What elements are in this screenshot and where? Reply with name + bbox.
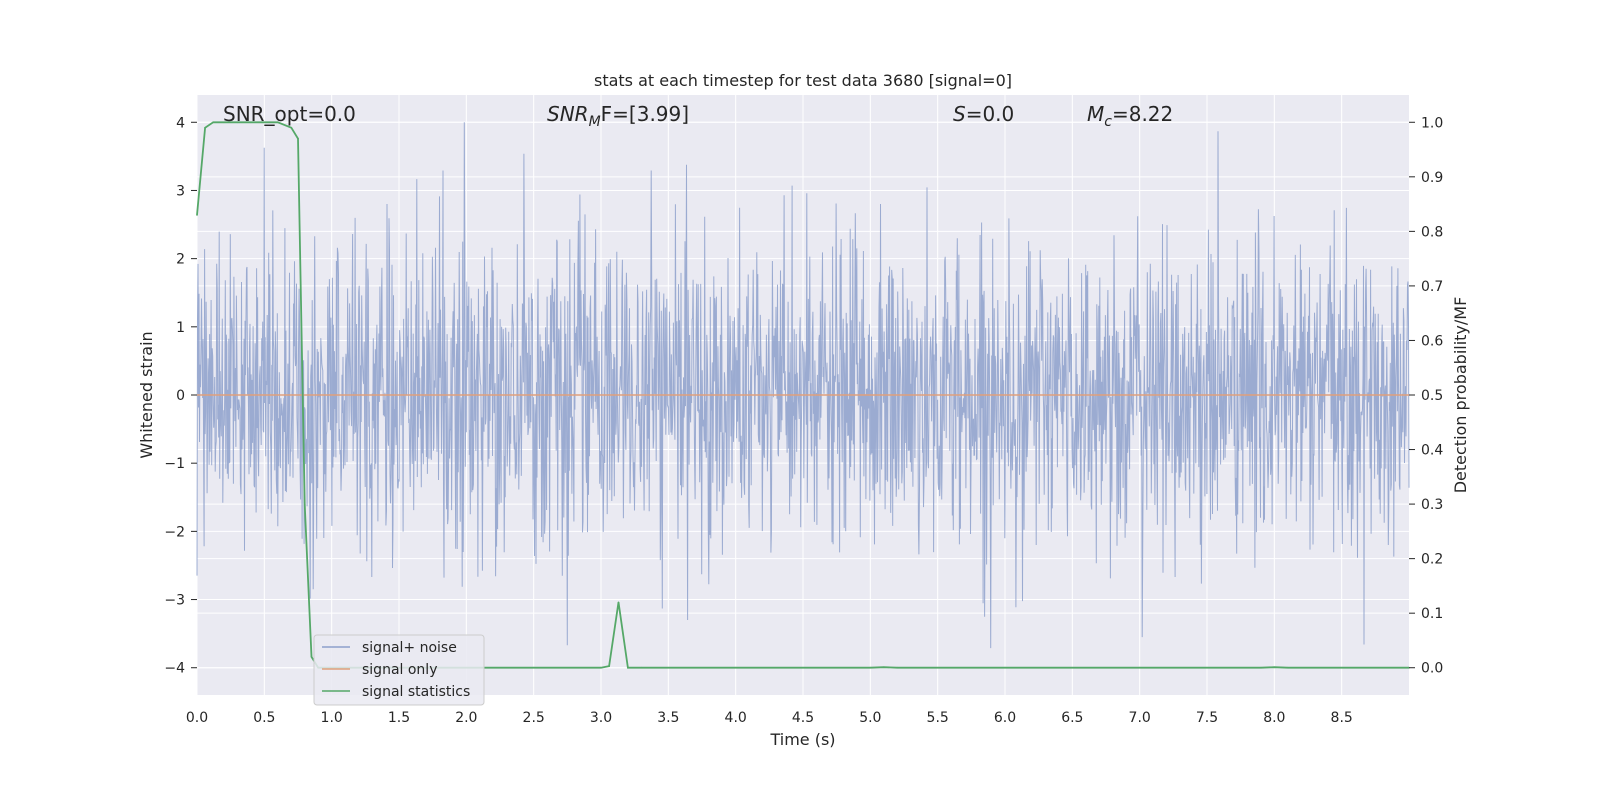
signal-statistics-point [600, 666, 602, 669]
signal-statistics-point [640, 666, 643, 669]
x-tick-label: 6.0 [994, 710, 1016, 726]
x-tick-label: 8.5 [1331, 710, 1353, 726]
series-signal-plus-noise [196, 122, 1410, 649]
y-tick-label: −2 [164, 524, 185, 540]
legend-box [313, 634, 485, 706]
signal-statistics-point [236, 121, 239, 124]
annotation-snr-opt: SNR_opt=0.0 [223, 102, 356, 126]
signal-statistics-point [1273, 666, 1276, 668]
x-tick-label: 0.5 [253, 710, 275, 726]
signal-statistics-point [290, 126, 293, 129]
annotation-mc-main: M [1087, 102, 1104, 126]
x-tick-label: 1.0 [321, 710, 343, 726]
y2-tick-label: 0.0 [1421, 661, 1443, 677]
y-tick-label: −4 [164, 661, 185, 677]
signal-statistics-point [204, 126, 206, 129]
y2-tick-label: 0.6 [1421, 333, 1443, 349]
signal-statistics-point [297, 137, 299, 140]
x-tick-label: 4.0 [725, 710, 747, 726]
x-tick-label: 2.0 [455, 710, 477, 726]
y2-tick-label: 0.1 [1421, 606, 1443, 622]
y-tick-label: 4 [176, 115, 185, 131]
x-tick-label: 3.0 [590, 710, 612, 726]
x-tick-label: 6.5 [1061, 710, 1083, 726]
signal-statistics-point [310, 656, 313, 658]
signal-statistics-point [532, 666, 535, 669]
y-axis-title: Whitened strain [137, 331, 156, 458]
signal-statistics-point [250, 121, 252, 124]
y2-tick-label: 0.2 [1421, 552, 1443, 568]
signal-statistics-point [223, 121, 225, 124]
annotation-mc: Mc=8.22 [1087, 102, 1173, 130]
series-signal-statistics [196, 121, 1410, 669]
x-axis-title: Time (s) [769, 730, 835, 749]
signal-plus-noise-line [196, 122, 1410, 649]
legend-label-signal-only: signal only [362, 662, 437, 678]
annotation-s: S=0.0 [953, 102, 1014, 126]
x-tick-label: 4.5 [792, 710, 814, 726]
y-tick-label: 2 [176, 252, 185, 268]
annotation-snr-mf-sub: M [589, 114, 601, 130]
y-tick-label: 0 [176, 388, 185, 404]
signal-statistics-point [1287, 666, 1289, 669]
signal-statistics-point [883, 666, 885, 668]
signal-statistics-point [869, 666, 872, 669]
y2-axis-title: Detection probability/MF [1451, 297, 1470, 494]
y2-tick-label: 0.5 [1421, 388, 1443, 404]
legend-label-signal-plus-noise: signal+ noise [362, 640, 457, 656]
y-tick-label: −3 [164, 593, 185, 609]
chart-title: stats at each timestep for test data 368… [594, 71, 1012, 90]
x-tick-label: 3.5 [657, 710, 679, 726]
x-axis-ticks: 0.0 0.5 1.0 1.5 2.0 2.5 3.0 3.5 4.0 4.5 5.0 5.5 6.0 6… [186, 710, 1353, 726]
y2-axis-ticks: 1.0 0.9 0.8 0.7 0.6 0.5 0.4 0.3 0.2 0.1 0.0 [1409, 115, 1443, 677]
signal-statistics-point [1138, 666, 1141, 669]
signal-statistics-point [277, 121, 279, 124]
legend: signal+ noise signal only signal statist… [313, 634, 485, 706]
x-tick-label: 5.0 [859, 710, 881, 726]
annotation-snr-mf-rest: F=[3.99] [601, 102, 689, 126]
signal-statistics-point [896, 666, 899, 669]
y2-tick-label: 0.7 [1421, 279, 1443, 295]
legend-label-signal-statistics: signal statistics [362, 684, 470, 700]
y-tick-label: 3 [176, 183, 185, 199]
y2-tick-label: 1.0 [1421, 115, 1443, 131]
annotation-mc-rest: =8.22 [1112, 102, 1173, 126]
y2-tick-label: 0.9 [1421, 170, 1443, 186]
signal-statistics-point [1004, 666, 1006, 669]
x-tick-label: 7.0 [1129, 710, 1151, 726]
annotation-snr-mf: SNRMF=[3.99] [547, 102, 689, 130]
signal-statistics-point [608, 665, 610, 667]
x-tick-label: 8.0 [1263, 710, 1285, 726]
annotation-s-main: S [953, 102, 966, 126]
signal-statistics-point [627, 666, 629, 669]
x-tick-label: 2.5 [523, 710, 545, 726]
signal-statistics-point [1260, 666, 1262, 669]
x-tick-label: 7.5 [1196, 710, 1218, 726]
annotation-mc-sub: c [1104, 114, 1112, 130]
y2-tick-label: 0.3 [1421, 497, 1443, 513]
x-tick-label: 1.5 [388, 710, 410, 726]
signal-statistics-point [617, 601, 620, 604]
signal-statistics-line [196, 121, 1409, 669]
x-tick-label: 5.5 [927, 710, 949, 726]
annotation-snr-mf-main: SNR [547, 102, 589, 126]
y-tick-label: −1 [164, 456, 185, 472]
annotations: SNR_opt=0.0 SNRMF=[3.99] S=0.0 Mc=8.22 [223, 102, 1173, 130]
signal-statistics-point [303, 503, 306, 505]
y-tick-label: 1 [176, 320, 185, 336]
signal-statistics-point [196, 214, 198, 216]
signal-statistics-point [734, 666, 737, 669]
signal-statistics-point [212, 121, 214, 124]
x-tick-label: 0.0 [186, 710, 208, 726]
y-axis-ticks: 4 3 2 1 0 −1 −2 −3 −4 [164, 115, 197, 677]
signal-statistics-point [263, 121, 266, 124]
y2-tick-label: 0.4 [1421, 443, 1443, 459]
annotation-s-rest: =0.0 [966, 102, 1015, 126]
y2-tick-label: 0.8 [1421, 224, 1443, 240]
